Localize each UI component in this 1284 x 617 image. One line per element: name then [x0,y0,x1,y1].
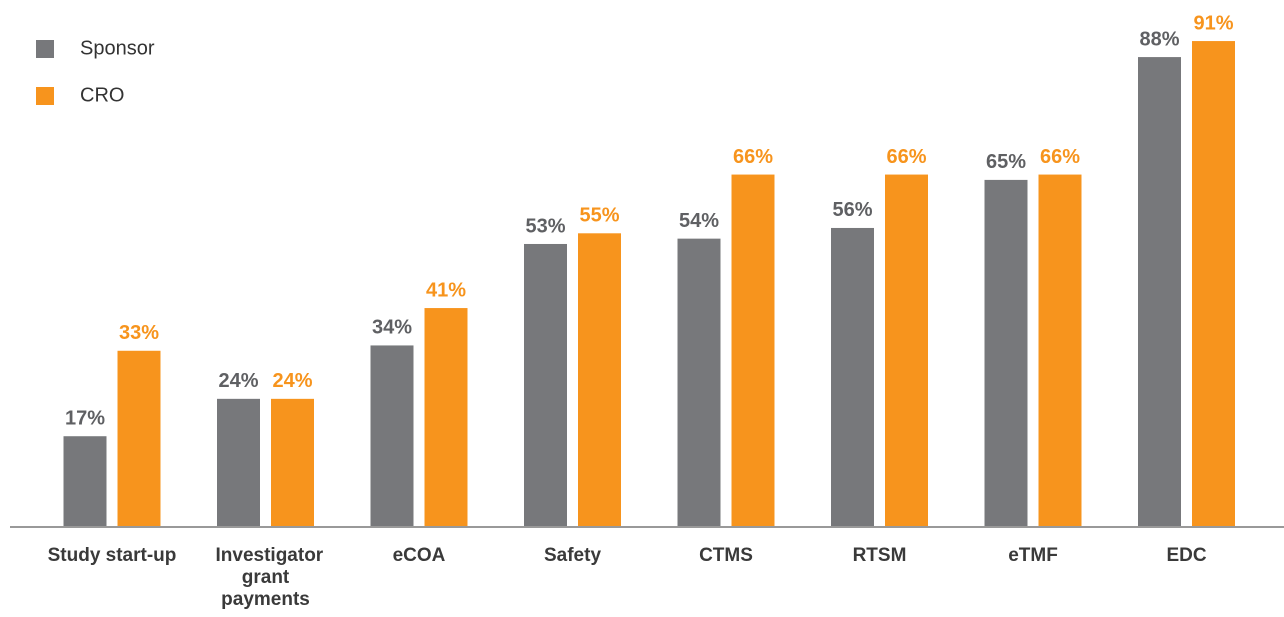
bar [370,345,414,527]
bar [271,398,314,527]
value-label: 24% [272,370,312,392]
x-tick-label: RTSM [852,545,907,566]
legend-swatch [36,87,54,105]
bar [117,350,161,527]
value-label: 54% [679,210,719,232]
value-label: 66% [886,146,926,168]
bar [578,233,621,528]
value-label: 24% [218,370,258,392]
bar [885,174,928,527]
value-label: 65% [986,151,1026,173]
x-tick-label: eCOA [392,545,446,566]
x-tick-label: Study start-up [47,545,177,566]
value-label: 41% [426,279,466,301]
bar [831,227,874,527]
bar [984,179,1028,527]
bar [63,436,107,527]
x-tick-label: eTMF [1008,545,1058,566]
value-label: 53% [525,215,565,237]
bar [731,174,775,527]
legend-swatch [36,40,54,58]
bar [677,238,721,527]
legend-label: Sponsor [80,37,155,59]
value-label: 91% [1193,12,1233,34]
x-tick-label: EDC [1166,545,1207,566]
bar [217,398,260,527]
bar [424,308,468,527]
value-label: 34% [372,317,412,339]
x-tick-label: Investigator grant payments [215,545,324,610]
x-tick-label: CTMS [699,545,753,566]
value-label: 33% [119,322,159,344]
x-tick-label: Safety [543,545,602,566]
bar [524,243,567,528]
value-label: 17% [65,408,105,430]
value-label: 56% [832,199,872,221]
bar [1138,57,1181,528]
value-label: 88% [1139,28,1179,50]
bar [1192,41,1235,528]
legend-label: CRO [80,84,124,106]
value-label: 55% [579,205,619,227]
value-label: 66% [733,146,773,168]
bar [1038,174,1082,527]
value-label: 66% [1040,146,1080,168]
